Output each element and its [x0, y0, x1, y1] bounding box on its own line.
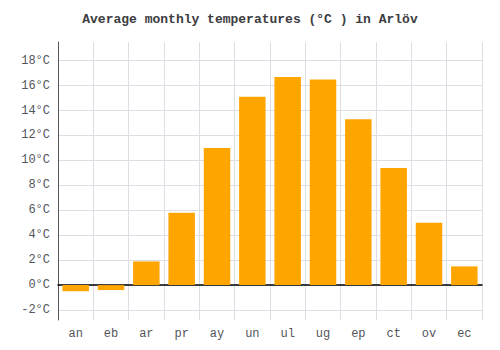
svg-text:ay: ay [210, 327, 224, 341]
svg-text:0°C: 0°C [28, 278, 50, 292]
svg-text:4°C: 4°C [28, 228, 50, 242]
svg-text:18°C: 18°C [21, 54, 50, 68]
svg-text:an: an [68, 327, 82, 341]
svg-text:eb: eb [104, 327, 118, 341]
svg-text:16°C: 16°C [21, 79, 50, 93]
svg-text:8°C: 8°C [28, 178, 50, 192]
svg-text:Average monthly temperatures (: Average monthly temperatures (°C ) in Ar… [82, 12, 418, 27]
svg-text:ec: ec [457, 327, 471, 341]
svg-text:ep: ep [351, 327, 365, 341]
svg-text:ar: ar [139, 327, 153, 341]
svg-text:14°C: 14°C [21, 104, 50, 118]
svg-text:-2°C: -2°C [21, 303, 50, 317]
svg-text:12°C: 12°C [21, 128, 50, 142]
svg-text:ul: ul [280, 327, 294, 341]
svg-text:10°C: 10°C [21, 153, 50, 167]
svg-text:ct: ct [386, 327, 400, 341]
svg-text:ug: ug [316, 327, 330, 341]
svg-text:6°C: 6°C [28, 203, 50, 217]
svg-text:pr: pr [174, 327, 188, 341]
svg-text:ov: ov [422, 327, 436, 341]
svg-text:un: un [245, 327, 259, 341]
svg-text:2°C: 2°C [28, 253, 50, 267]
